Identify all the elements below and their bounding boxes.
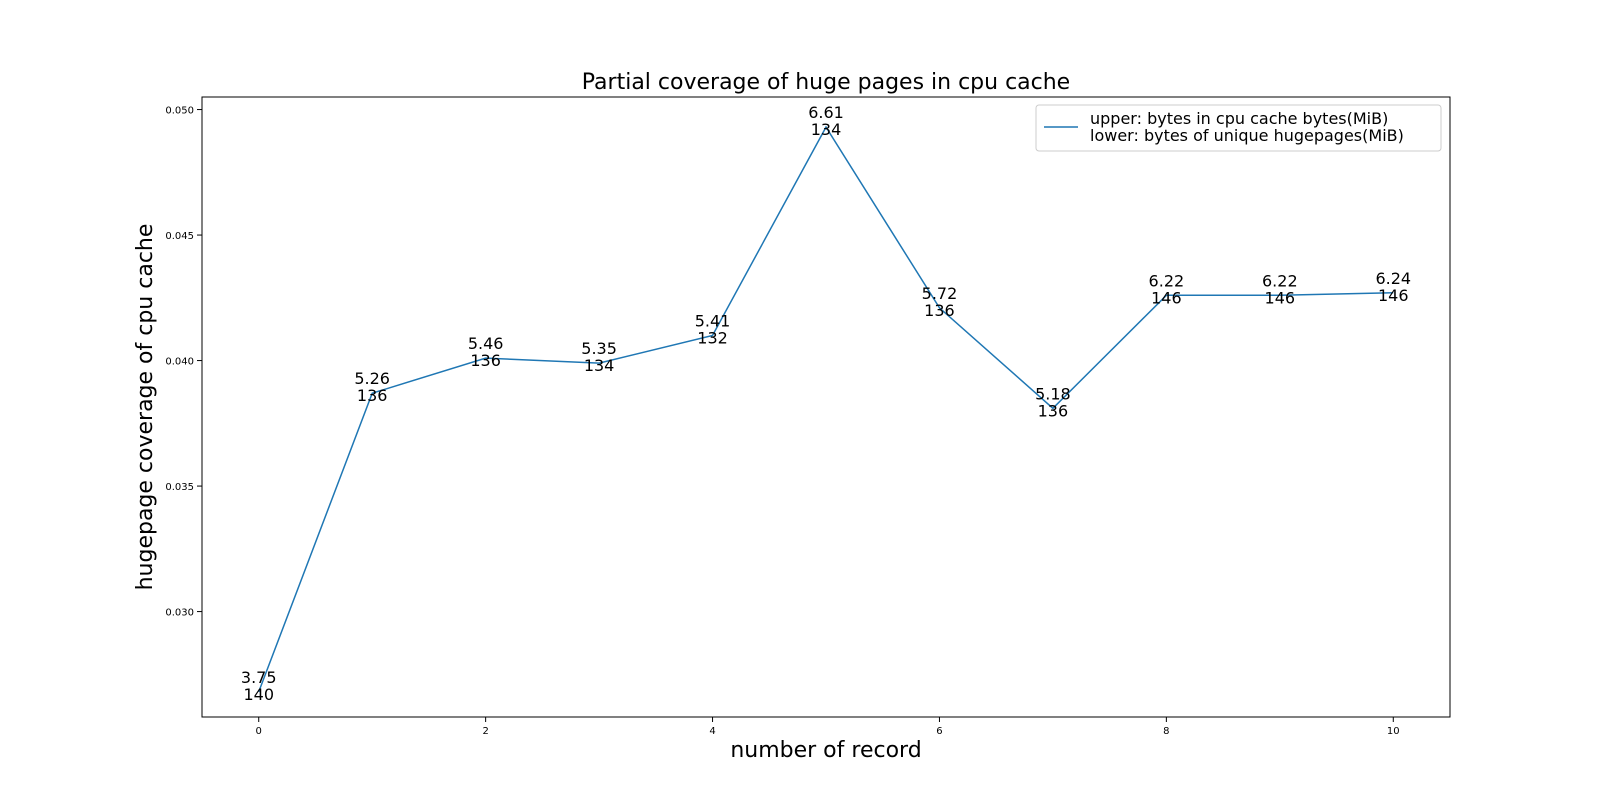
data-label-upper: 6.61 <box>808 103 844 122</box>
data-label-lower: 136 <box>924 301 955 320</box>
y-tick-label: 0.050 <box>165 106 194 117</box>
legend: upper: bytes in cpu cache bytes(MiB) low… <box>1035 104 1442 152</box>
data-label-lower: 146 <box>1378 286 1409 305</box>
x-tick-label: 6 <box>936 726 942 737</box>
y-tick-label: 0.045 <box>165 231 194 242</box>
x-axis: 0 2 4 6 8 10 <box>256 717 1400 737</box>
data-label-upper: 5.18 <box>1035 384 1071 403</box>
data-label-upper: 5.72 <box>922 284 958 303</box>
data-label-upper: 5.46 <box>468 334 504 353</box>
x-tick-label: 4 <box>709 726 715 737</box>
data-label-lower: 136 <box>1038 401 1069 420</box>
data-label-lower: 134 <box>584 356 615 375</box>
data-label-lower: 136 <box>357 386 388 405</box>
y-tick-label: 0.040 <box>165 357 194 368</box>
data-label-upper: 5.26 <box>354 369 390 388</box>
x-axis-label: number of record <box>730 738 921 763</box>
data-label-upper: 3.75 <box>241 668 277 687</box>
legend-entry-upper: upper: bytes in cpu cache bytes(MiB) <box>1090 109 1388 128</box>
data-label-lower: 146 <box>1265 288 1296 307</box>
data-label-upper: 6.24 <box>1375 269 1411 288</box>
data-label-lower: 136 <box>470 351 501 370</box>
data-labels: 3.751405.261365.461365.351345.411326.611… <box>241 103 1411 704</box>
data-label-upper: 6.22 <box>1262 271 1298 290</box>
chart-title: Partial coverage of huge pages in cpu ca… <box>582 70 1070 95</box>
data-label-lower: 132 <box>697 328 728 347</box>
data-label-lower: 140 <box>243 685 274 704</box>
data-label-lower: 146 <box>1151 288 1182 307</box>
x-tick-label: 10 <box>1387 726 1400 737</box>
x-tick-label: 2 <box>482 726 488 737</box>
x-tick-label: 8 <box>1163 726 1169 737</box>
plot-frame <box>201 96 1451 718</box>
y-tick-label: 0.030 <box>165 608 194 619</box>
y-tick-label: 0.035 <box>165 482 194 493</box>
data-label-upper: 5.35 <box>581 339 617 358</box>
data-label-upper: 5.41 <box>695 311 731 330</box>
series-line <box>257 125 1394 693</box>
legend-entry-lower: lower: bytes of unique hugepages(MiB) <box>1090 126 1404 145</box>
legend-box <box>1035 104 1442 152</box>
x-tick-label: 0 <box>256 726 262 737</box>
data-label-lower: 134 <box>811 120 842 139</box>
y-axis: 0.030 0.035 0.040 0.045 0.050 <box>165 106 202 619</box>
y-axis-label: hugepage coverage of cpu cache <box>133 224 158 591</box>
data-label-upper: 6.22 <box>1149 271 1185 290</box>
